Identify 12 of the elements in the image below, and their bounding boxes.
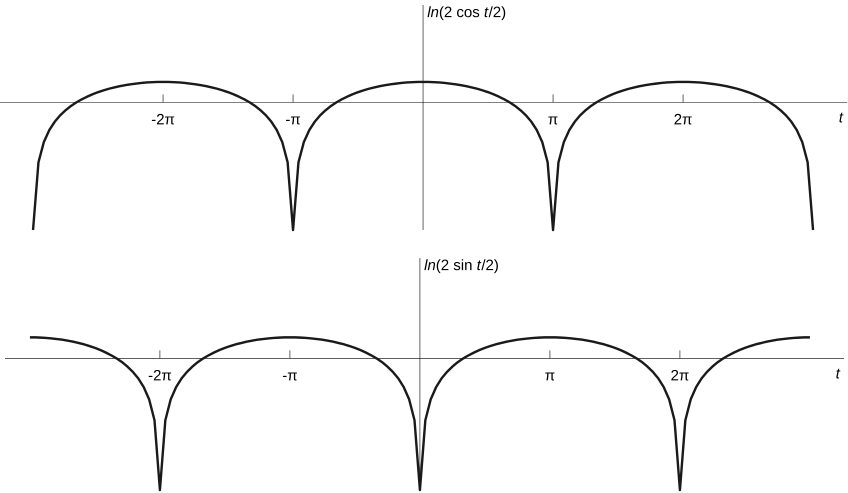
x-tick-label: -π xyxy=(286,116,300,125)
y-axis-title: ln(2 sin t/2) xyxy=(424,259,498,274)
y-axis-title: ln(2 cos t/2) xyxy=(427,6,506,20)
x-tick-label: -2π xyxy=(148,370,172,381)
x-axis-title: t xyxy=(840,112,844,123)
x-tick-label: 2π xyxy=(671,370,689,381)
x-tick-label: π xyxy=(545,372,554,381)
x-tick-label: -2π xyxy=(152,114,174,125)
x-tick-label: π xyxy=(548,116,558,125)
x-axis-title: t xyxy=(836,368,840,379)
x-tick-label: -π xyxy=(282,372,297,381)
x-tick-label: 2π xyxy=(674,114,692,125)
